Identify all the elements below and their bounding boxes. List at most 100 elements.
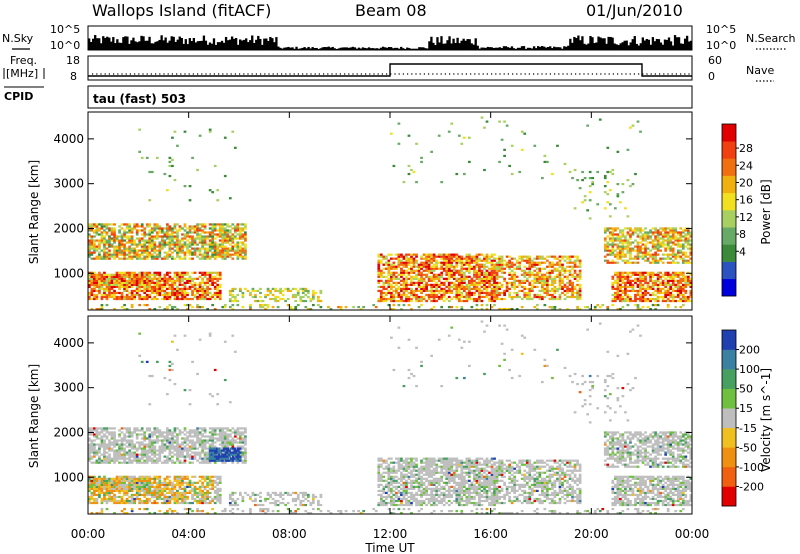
power-cell: [397, 277, 401, 280]
power-cell: [606, 241, 610, 244]
power-cell: [681, 299, 685, 303]
power-cell: [608, 249, 612, 252]
power-cell: [561, 287, 564, 291]
velocity-cell: [113, 437, 116, 440]
power-cell: [181, 251, 184, 254]
power-cell: [425, 265, 428, 268]
power-cell: [143, 279, 147, 282]
power-cell: [160, 229, 164, 232]
power-cell: [400, 253, 403, 256]
noise-bar: [381, 46, 385, 50]
velocity-cell: [98, 491, 101, 495]
power-cell: [525, 293, 529, 297]
power-cell: [203, 257, 207, 260]
power-cell: [681, 239, 685, 242]
power-cell: [681, 303, 685, 307]
velocity-cell: [145, 507, 149, 511]
power-cell: [676, 293, 680, 297]
power-cell: [636, 271, 640, 274]
power-cell: [181, 257, 184, 260]
power-cell: [198, 285, 202, 289]
power-cell: [533, 269, 537, 272]
power-cell: [211, 293, 215, 297]
power-cell: [392, 295, 396, 299]
power-cell: [110, 283, 114, 287]
power-cell: [223, 241, 227, 244]
power-cell: [223, 245, 227, 248]
power-cell: [176, 291, 179, 295]
power-cell: [410, 265, 413, 268]
power-cell: [639, 237, 642, 240]
power-cell: [535, 295, 539, 299]
power-cell: [478, 257, 481, 260]
power-cell: [462, 289, 466, 293]
power-cell: [168, 237, 172, 240]
power-cell: [266, 303, 270, 307]
power-cell: [626, 239, 630, 242]
power-cell: [538, 261, 542, 264]
noise-bar: [190, 41, 193, 50]
power-cell: [98, 223, 101, 226]
velocity-cell: [110, 489, 114, 493]
velocity-cell: [103, 447, 106, 450]
power-cell: [478, 297, 481, 301]
noise-bar: [611, 37, 614, 50]
power-cell: [440, 289, 444, 293]
power-cell: [656, 231, 660, 234]
noise-bar: [593, 43, 596, 50]
power-cell: [490, 263, 494, 266]
power-cell: [128, 229, 131, 232]
velocity-cell: [110, 433, 114, 436]
velocity-cell: [108, 485, 111, 488]
velocity-cell: [115, 451, 119, 454]
power-cell: [432, 291, 436, 295]
power-cell: [498, 269, 501, 272]
power-cell: [113, 273, 116, 276]
noise-bar: [418, 47, 421, 50]
power-cell: [105, 281, 109, 284]
power-cell: [155, 289, 159, 293]
velocity-cell: [125, 453, 129, 456]
power-cell: [656, 271, 660, 274]
power-cell: [659, 291, 662, 295]
power-cell: [110, 223, 114, 226]
power-cell: [671, 253, 675, 256]
power-cell: [125, 249, 129, 252]
power-cell: [110, 287, 114, 291]
noise-bar: [677, 37, 681, 50]
power-cell: [390, 297, 393, 301]
power-cell: [201, 277, 204, 280]
power-cell: [644, 239, 647, 242]
power-cell: [93, 293, 96, 297]
power-cell: [468, 263, 471, 266]
power-cell: [231, 239, 235, 242]
power-cell: [508, 281, 511, 284]
power-cell: [301, 295, 305, 299]
power-cell: [133, 281, 137, 284]
power-cell: [636, 243, 640, 246]
power-cell: [432, 297, 436, 301]
velocity-cell: [150, 443, 154, 446]
power-cell: [639, 130, 642, 133]
velocity-cell: [95, 511, 99, 515]
power-cell: [188, 303, 192, 307]
velocity-cell: [130, 487, 134, 491]
power-cell: [397, 122, 401, 125]
power-cell: [420, 303, 423, 307]
power-cell: [145, 285, 149, 289]
power-cell: [259, 291, 262, 295]
power-cell: [415, 275, 418, 278]
power-cell: [407, 291, 411, 295]
velocity-cell: [153, 449, 157, 452]
power-cell: [216, 199, 220, 202]
power-cell: [150, 253, 154, 256]
power-cell: [498, 257, 501, 260]
power-cell: [208, 245, 212, 248]
power-cell: [495, 269, 499, 272]
power-cell: [493, 267, 496, 270]
power-cell: [515, 265, 519, 268]
velocity-cell: [110, 447, 114, 450]
power-cell: [551, 172, 554, 176]
power-cell: [480, 271, 484, 274]
power-cell: [140, 279, 144, 282]
